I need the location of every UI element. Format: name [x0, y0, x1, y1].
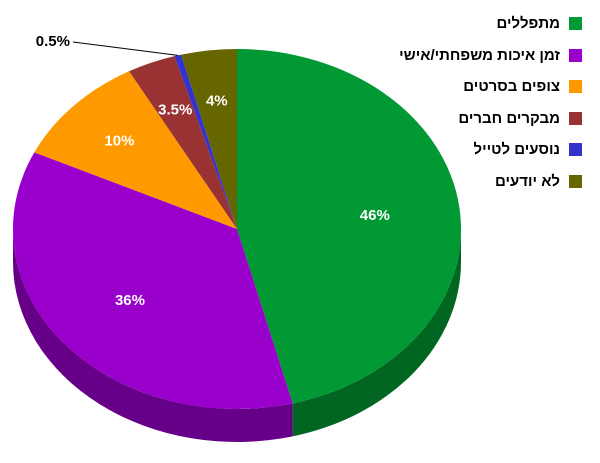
pie-slice-side — [292, 229, 462, 437]
pie-slice — [34, 71, 237, 229]
slice-value-label: 10% — [104, 132, 134, 149]
pie-slice — [181, 49, 237, 229]
legend-label: מתפללים — [496, 15, 560, 33]
legend-swatch — [569, 111, 582, 125]
slice-value-label: 4% — [206, 92, 228, 109]
legend-item: זמן איכות משפחתי/אישי — [382, 40, 582, 72]
legend-label: זמן איכות משפחתי/אישי — [399, 46, 560, 64]
pie-side-group — [13, 229, 462, 443]
legend-item: מתפללים — [382, 8, 582, 40]
legend: מתפללים זמן איכות משפחתי/אישי צופים בסרט… — [382, 8, 582, 197]
legend-item: מבקרים חברים — [382, 103, 582, 135]
pie-slice — [13, 152, 293, 409]
legend-label: צופים בסרטים — [463, 78, 560, 96]
legend-label: נוסעים לטייל — [473, 141, 560, 159]
slice-value-label: 0.5% — [36, 33, 70, 50]
pie-label-group: 46% 36% 10% 3.5% 0.5% 4% — [36, 33, 390, 309]
slice-value-label: 36% — [115, 292, 145, 309]
legend-swatch — [569, 48, 582, 62]
label-leader-line — [72, 41, 178, 56]
slice-value-label: 46% — [360, 207, 390, 224]
slice-value-label: 3.5% — [158, 101, 192, 118]
legend-item: נוסעים לטייל — [382, 134, 582, 166]
legend-swatch — [569, 17, 582, 31]
pie-slice-side — [13, 229, 293, 443]
legend-label: מבקרים חברים — [458, 109, 560, 127]
legend-label: לא יודעים — [494, 172, 560, 190]
legend-swatch — [569, 143, 582, 157]
pie-top-group — [13, 49, 462, 409]
legend-item: לא יודעים — [382, 166, 582, 198]
pie-slice — [129, 56, 237, 229]
pie-slice — [174, 54, 237, 229]
legend-swatch — [569, 174, 582, 188]
pie-slice — [237, 49, 462, 404]
legend-swatch — [569, 80, 582, 94]
legend-item: צופים בסרטים — [382, 71, 582, 103]
